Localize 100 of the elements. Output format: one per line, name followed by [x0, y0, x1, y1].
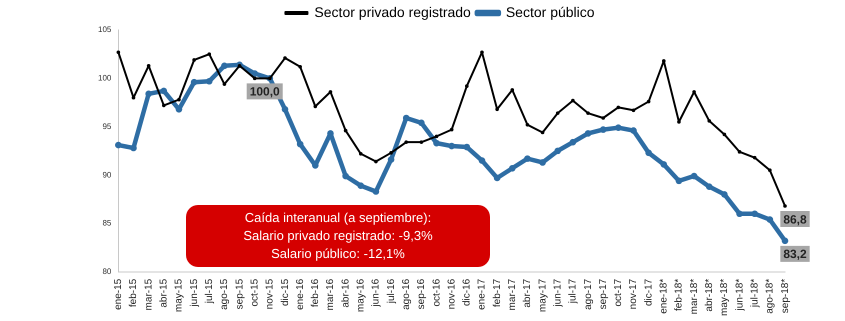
callout-box: Caída interanual (a septiembre): Salario privado registrado: -9,3% Salario público: -12,1%: [186, 205, 490, 267]
point: [145, 90, 152, 98]
x-tick-label: may-17: [537, 278, 548, 312]
y-tick-label: 95: [102, 122, 112, 131]
point: [358, 152, 363, 156]
x-tick-label: jun-17: [552, 278, 564, 308]
x-tick-label: sep-17: [598, 278, 609, 310]
point: [570, 138, 576, 146]
x-tick-label: abr-18*: [704, 278, 715, 312]
point: [222, 82, 226, 86]
point: [282, 106, 288, 113]
point: [160, 88, 168, 94]
x-tick-label: may-18*: [719, 278, 730, 316]
x-tick-label: abr-15: [158, 278, 170, 308]
x-tick-label: mar-18*: [688, 278, 700, 314]
x-tick-label: sep-16: [416, 278, 428, 310]
point: [508, 164, 516, 172]
x-tick-label: oct-17: [613, 278, 624, 307]
point: [645, 150, 652, 156]
point: [206, 78, 213, 85]
annotation: Salario público: -12,1%: [270, 245, 406, 263]
point: [450, 128, 454, 132]
x-tick-label: jul-15: [204, 278, 216, 304]
point: [494, 174, 500, 182]
point: [539, 159, 546, 166]
legend-label: Sector público: [506, 4, 595, 20]
point: [782, 238, 788, 244]
x-tick-label: oct-16: [431, 278, 442, 307]
point: [190, 78, 198, 86]
x-tick-label: may-16: [356, 278, 367, 312]
point: [738, 150, 742, 154]
point: [192, 58, 196, 62]
x-tick-label: jul-18*: [749, 278, 760, 308]
point: [524, 155, 531, 162]
point: [221, 62, 228, 70]
point: [434, 134, 438, 138]
point: [130, 144, 137, 152]
annotation: Salario privado registrado: -9,3%: [242, 227, 434, 245]
point: [526, 122, 530, 127]
point: [600, 126, 606, 133]
point: [660, 161, 668, 168]
annotation: 86,8: [783, 212, 807, 226]
point: [252, 76, 257, 80]
point: [707, 119, 712, 123]
point: [721, 191, 728, 198]
x-tick-label: jun-15: [188, 278, 200, 308]
x-tick-label: may-15: [174, 278, 185, 312]
x-tick-label: jun-18*: [734, 278, 746, 312]
point: [342, 172, 349, 180]
x-tick-label: nov-16: [446, 278, 458, 310]
point: [540, 130, 544, 134]
point: [298, 64, 302, 69]
x-tick-label: sep-15: [234, 278, 246, 310]
point: [752, 156, 756, 160]
x-tick-label: ene-16: [294, 278, 306, 310]
x-tick-label: abr-17: [522, 278, 534, 308]
x-tick-label: mar-17: [507, 278, 518, 310]
x-tick-label: jul-16: [386, 278, 397, 304]
point: [328, 90, 332, 94]
point: [296, 140, 304, 148]
point: [751, 210, 758, 218]
x-tick-label: oct-15: [249, 278, 260, 307]
point: [646, 100, 650, 104]
point: [418, 120, 425, 126]
point: [404, 140, 408, 144]
point: [478, 157, 486, 164]
x-tick-label: feb-18*: [674, 278, 685, 312]
point: [251, 70, 258, 77]
point: [783, 204, 787, 208]
point: [116, 50, 120, 54]
y-tick-label: 90: [102, 170, 112, 180]
point: [662, 59, 666, 63]
x-tick-label: nov-17: [628, 278, 640, 310]
point: [357, 182, 364, 189]
point: [388, 156, 394, 163]
point: [632, 108, 636, 112]
x-tick-label: abr-16: [340, 278, 352, 308]
point: [768, 168, 772, 172]
point: [556, 111, 560, 115]
annotation: 100,0: [250, 84, 280, 99]
y-tick-label: 100: [98, 74, 112, 83]
x-tick-label: jun-16: [370, 278, 382, 308]
point: [766, 216, 774, 223]
point: [162, 104, 166, 108]
x-tick-label: dic-16: [462, 278, 473, 306]
point: [630, 127, 637, 134]
x-tick-label: jul-17: [568, 278, 579, 304]
point: [584, 130, 592, 137]
point: [314, 104, 318, 108]
point: [115, 142, 122, 148]
point: [433, 140, 440, 146]
point: [480, 50, 484, 54]
point: [420, 140, 424, 144]
point: [283, 56, 287, 60]
point: [690, 172, 698, 180]
x-tick-label: sep-18*: [780, 278, 791, 314]
y-tick-label: 80: [102, 266, 112, 276]
x-tick-label: ago-15: [219, 278, 230, 310]
annotation: 83,2: [783, 247, 807, 262]
x-tick-label: ene-17: [476, 278, 488, 310]
